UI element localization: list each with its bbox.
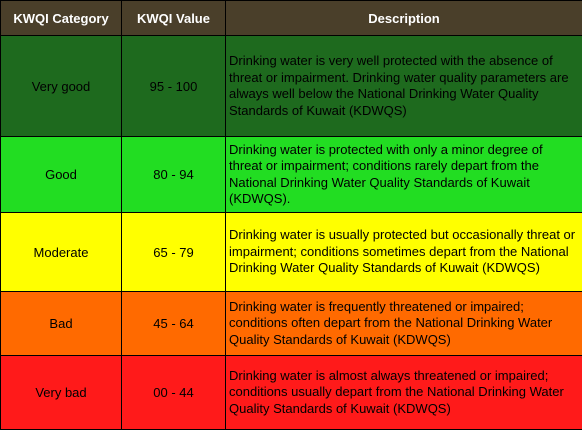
category-cell: Moderate <box>0 212 122 292</box>
description-cell: Drinking water is very well protected wi… <box>225 35 582 137</box>
value-range-cell: 65 - 79 <box>121 212 226 292</box>
description-cell: Drinking water is almost always threaten… <box>225 355 582 430</box>
table-header-row: KWQI Category KWQI Value Description <box>0 0 582 36</box>
category-cell: Bad <box>0 291 122 356</box>
description-cell: Drinking water is frequently threatened … <box>225 291 582 356</box>
table-row: Good 80 - 94 Drinking water is protected… <box>0 136 582 213</box>
column-header-category: KWQI Category <box>0 0 122 36</box>
column-header-value: KWQI Value <box>121 0 226 36</box>
category-cell: Very good <box>0 35 122 137</box>
description-cell: Drinking water is protected with only a … <box>225 136 582 213</box>
table-row: Very good 95 - 100 Drinking water is ver… <box>0 35 582 137</box>
category-cell: Good <box>0 136 122 213</box>
description-cell: Drinking water is usually protected but … <box>225 212 582 292</box>
category-cell: Very bad <box>0 355 122 430</box>
value-range-cell: 00 - 44 <box>121 355 226 430</box>
table-row: Very bad 00 - 44 Drinking water is almos… <box>0 355 582 430</box>
value-range-cell: 45 - 64 <box>121 291 226 356</box>
value-range-cell: 95 - 100 <box>121 35 226 137</box>
value-range-cell: 80 - 94 <box>121 136 226 213</box>
table-row: Moderate 65 - 79 Drinking water is usual… <box>0 212 582 292</box>
table-row: Bad 45 - 64 Drinking water is frequently… <box>0 291 582 356</box>
column-header-description: Description <box>225 0 582 36</box>
